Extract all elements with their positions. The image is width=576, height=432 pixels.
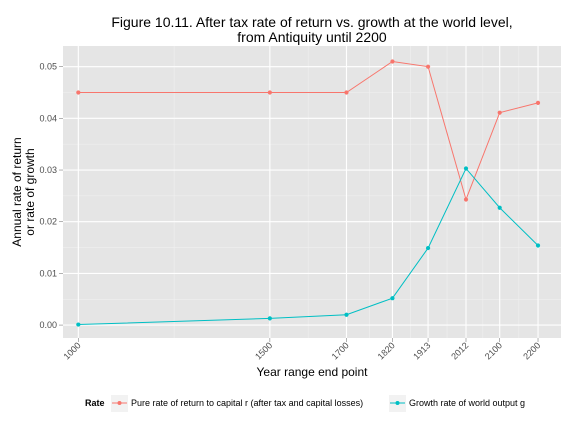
x-tick-label: 2100 xyxy=(483,340,504,361)
x-tick-label: 2012 xyxy=(449,340,470,361)
series-line-1 xyxy=(78,167,539,326)
major-gridlines xyxy=(63,46,561,338)
y-tick-label: 0.05 xyxy=(39,62,57,72)
series-0-point xyxy=(390,59,395,64)
x-tick-label: 1913 xyxy=(411,340,432,361)
x-axis-title: Year range end point xyxy=(257,365,369,379)
y-tick-label: 0.01 xyxy=(39,268,57,278)
legend-label-g: Growth rate of world output g xyxy=(409,398,525,408)
x-tick-label: 2200 xyxy=(521,340,542,361)
legend-marker-r xyxy=(117,401,122,405)
y-tick-label: 0.04 xyxy=(39,113,57,123)
y-tick-label: 0.03 xyxy=(39,165,57,175)
plot-background xyxy=(63,46,561,338)
series-1-point xyxy=(497,205,502,210)
series-1-point xyxy=(425,245,431,251)
series-0-point xyxy=(463,197,469,202)
legend: Rate Pure rate of return to capital r (a… xyxy=(85,395,525,412)
series-1-point xyxy=(535,243,541,248)
x-axis: 1000 1500 1700 1820 1913 2012 2100 2200 xyxy=(62,338,542,362)
series-line-0 xyxy=(78,60,539,202)
legend-item-g: Growth rate of world output g xyxy=(389,395,525,412)
series-0-point xyxy=(425,64,431,69)
series-1-point xyxy=(76,322,81,327)
series-0-point xyxy=(497,110,502,115)
series-1-point xyxy=(463,166,469,171)
y-axis-title-line1: Annual rate of return xyxy=(10,137,24,246)
series-0-point xyxy=(344,90,349,95)
y-axis-title-line2: or rate of growth xyxy=(23,148,37,235)
x-tick-label: 1000 xyxy=(62,340,83,361)
x-tick-label: 1700 xyxy=(330,340,351,361)
x-tick-label: 1820 xyxy=(376,340,397,361)
x-tick-label: 1500 xyxy=(253,340,274,361)
series-layer xyxy=(76,59,541,327)
legend-marker-g xyxy=(395,401,400,405)
y-tick-label: 0.02 xyxy=(39,217,57,227)
series-0-point xyxy=(535,100,541,105)
chart-title: Figure 10.11. After tax rate of return v… xyxy=(111,14,512,30)
y-axis: 0.00 0.01 0.02 0.03 0.04 0.05 xyxy=(39,62,63,330)
minor-gridlines xyxy=(63,46,561,338)
legend-title: Rate xyxy=(85,398,105,408)
series-1-point xyxy=(344,312,349,317)
legend-item-r: Pure rate of return to capital r (after … xyxy=(111,395,363,412)
legend-label-r: Pure rate of return to capital r (after … xyxy=(131,398,363,408)
series-0-point xyxy=(267,90,272,95)
series-1-point xyxy=(390,296,395,301)
y-tick-label: 0.00 xyxy=(39,320,57,330)
chart-subtitle: from Antiquity until 2200 xyxy=(237,29,387,45)
series-1-point xyxy=(267,316,272,321)
series-0-point xyxy=(76,90,81,95)
